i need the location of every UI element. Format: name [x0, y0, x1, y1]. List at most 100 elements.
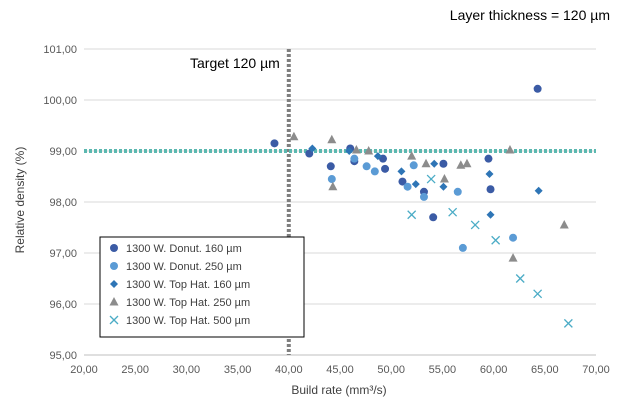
data-point — [485, 169, 494, 178]
x-stroke — [426, 174, 436, 184]
x-tick-label: 65,00 — [531, 364, 559, 376]
legend: 1300 W. Donut. 160 µm 1300 W. Donut. 250 … — [99, 236, 305, 338]
y-tick-label: 96,00 — [49, 299, 77, 311]
data-point — [398, 177, 407, 186]
y-tick-label: 95,00 — [49, 350, 77, 362]
data-point — [326, 162, 335, 171]
x-stroke — [563, 318, 573, 328]
data-point — [491, 235, 501, 245]
data-point — [270, 139, 279, 148]
legend-item: 1300 W. Donut. 250 µm — [110, 261, 242, 273]
x-stroke — [109, 315, 119, 325]
data-point — [505, 144, 515, 154]
data-point — [419, 192, 428, 201]
y-axis-label: Relative density (%) — [13, 147, 27, 254]
legend-item: 1300 W. Top Hat. 160 µm — [110, 279, 250, 291]
legend-marker — [109, 315, 119, 325]
legend-item: 1300 W. Donut. 160 µm — [110, 243, 242, 255]
data-point — [430, 159, 439, 168]
data-point — [426, 174, 436, 184]
x-stroke — [470, 220, 480, 230]
series-5 — [407, 174, 573, 328]
x-stroke — [448, 207, 458, 217]
legend-label: 1300 W. Top Hat. 500 µm — [126, 315, 250, 327]
x-stroke — [533, 289, 543, 299]
legend-marker — [110, 280, 118, 288]
legend-label: 1300 W. Donut. 250 µm — [126, 261, 242, 273]
data-point — [508, 253, 518, 262]
series-3 — [308, 144, 543, 219]
data-point — [458, 243, 467, 252]
data-point — [381, 164, 390, 173]
x-axis-ticks: 20,00 25,00 30,00 35,00 40,00 45,00 50,00 55,00… — [70, 364, 610, 376]
y-axis-ticks: 95,00 96,00 97,00 98,00 99,00 100,00 101,00 — [43, 44, 77, 362]
legend-label: 1300 W. Top Hat. 250 µm — [126, 297, 250, 309]
data-point — [462, 158, 472, 168]
legend-marker — [110, 244, 118, 252]
data-point — [327, 134, 337, 144]
data-point — [409, 161, 418, 170]
data-point — [484, 154, 493, 163]
x-tick-label: 70,00 — [582, 364, 610, 376]
legend-label: 1300 W. Donut. 160 µm — [126, 243, 242, 255]
data-point — [533, 289, 543, 299]
x-tick-label: 60,00 — [480, 364, 508, 376]
y-tick-label: 100,00 — [43, 95, 77, 107]
data-point — [370, 167, 379, 176]
data-point — [453, 187, 462, 196]
x-stroke — [515, 274, 525, 283]
x-axis-label: Build rate (mm³/s) — [291, 383, 386, 397]
data-point — [439, 174, 449, 183]
data-point — [515, 274, 525, 283]
data-point — [362, 162, 371, 171]
x-tick-label: 30,00 — [173, 364, 201, 376]
data-point — [486, 185, 495, 194]
data-point — [328, 181, 338, 191]
data-point — [305, 149, 314, 158]
x-tick-label: 50,00 — [377, 364, 405, 376]
y-tick-label: 101,00 — [43, 44, 77, 56]
series-2 — [327, 154, 518, 252]
data-point — [429, 213, 438, 222]
x-stroke — [491, 235, 501, 245]
data-point — [351, 144, 361, 154]
series-1 — [270, 84, 542, 222]
data-point — [486, 210, 495, 219]
data-point — [470, 220, 480, 230]
data-point — [509, 233, 518, 242]
data-point — [364, 146, 374, 155]
x-tick-label: 20,00 — [70, 364, 98, 376]
data-point — [411, 180, 420, 189]
data-point — [439, 159, 448, 168]
x-tick-label: 55,00 — [429, 364, 457, 376]
data-points — [270, 84, 573, 328]
data-point — [533, 84, 542, 93]
legend-marker — [110, 262, 118, 270]
data-point — [439, 182, 448, 191]
x-tick-label: 45,00 — [326, 364, 354, 376]
y-tick-label: 98,00 — [49, 197, 77, 209]
x-tick-label: 25,00 — [121, 364, 149, 376]
data-point — [559, 219, 569, 229]
target-annotation: Target 120 µm — [190, 55, 280, 71]
legend-item: 1300 W. Top Hat. 500 µm — [109, 315, 250, 327]
data-point — [407, 151, 417, 160]
legend-marker — [109, 297, 119, 306]
series-4 — [289, 131, 569, 262]
y-tick-label: 97,00 — [49, 248, 77, 260]
legend-label: 1300 W. Top Hat. 160 µm — [126, 279, 250, 291]
x-tick-label: 35,00 — [224, 364, 252, 376]
data-point — [327, 175, 336, 184]
data-point — [403, 182, 412, 191]
data-point — [563, 318, 573, 328]
data-point — [421, 158, 431, 168]
y-tick-label: 99,00 — [49, 146, 77, 158]
x-stroke — [407, 210, 417, 220]
data-point — [350, 154, 359, 163]
x-tick-label: 40,00 — [275, 364, 303, 376]
data-point — [373, 152, 382, 161]
legend-item: 1300 W. Top Hat. 250 µm — [109, 297, 250, 309]
data-point — [448, 207, 458, 217]
data-point — [397, 167, 406, 176]
